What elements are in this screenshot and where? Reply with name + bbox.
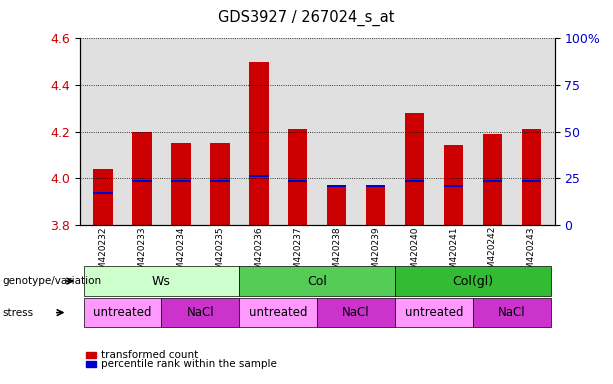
Bar bbox=[522, 180, 541, 182]
Text: untreated: untreated bbox=[93, 306, 152, 319]
Text: NaCl: NaCl bbox=[186, 306, 214, 319]
Bar bbox=[132, 131, 152, 225]
Text: NaCl: NaCl bbox=[342, 306, 370, 319]
Bar bbox=[482, 134, 502, 225]
Bar bbox=[327, 187, 346, 225]
Bar bbox=[444, 185, 463, 187]
Bar bbox=[327, 185, 346, 187]
Text: Ws: Ws bbox=[152, 275, 171, 288]
Bar bbox=[171, 143, 191, 225]
Bar bbox=[405, 180, 424, 182]
Bar bbox=[249, 62, 268, 225]
Bar bbox=[171, 180, 191, 182]
Text: Col(gl): Col(gl) bbox=[452, 275, 493, 288]
Text: stress: stress bbox=[2, 308, 34, 318]
Text: untreated: untreated bbox=[405, 306, 463, 319]
Bar bbox=[93, 192, 113, 194]
Text: GDS3927 / 267024_s_at: GDS3927 / 267024_s_at bbox=[218, 10, 395, 26]
Bar bbox=[522, 129, 541, 225]
Bar bbox=[288, 180, 308, 182]
Bar bbox=[482, 180, 502, 182]
Bar bbox=[210, 180, 230, 182]
Bar bbox=[366, 185, 386, 187]
Bar bbox=[249, 175, 268, 177]
Text: Col: Col bbox=[307, 275, 327, 288]
Text: genotype/variation: genotype/variation bbox=[2, 276, 102, 286]
Bar bbox=[405, 113, 424, 225]
Text: percentile rank within the sample: percentile rank within the sample bbox=[101, 359, 276, 369]
Text: transformed count: transformed count bbox=[101, 350, 198, 360]
Text: NaCl: NaCl bbox=[498, 306, 526, 319]
Bar bbox=[132, 180, 152, 182]
Bar bbox=[210, 143, 230, 225]
Bar bbox=[288, 129, 308, 225]
Bar bbox=[366, 185, 386, 225]
Bar bbox=[93, 169, 113, 225]
Text: untreated: untreated bbox=[249, 306, 308, 319]
Bar bbox=[444, 146, 463, 225]
